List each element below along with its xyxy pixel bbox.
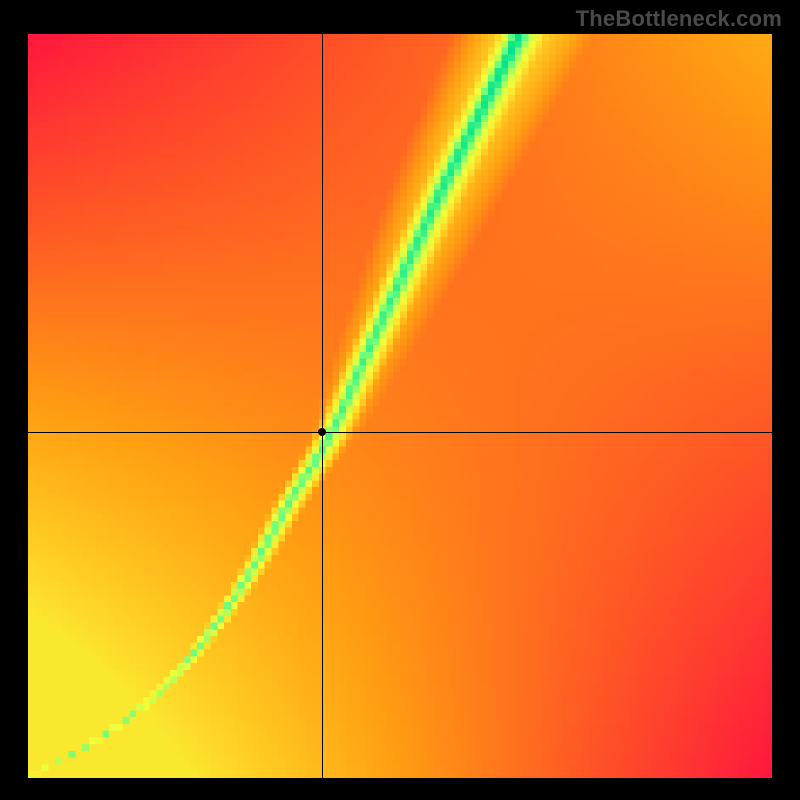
heatmap-canvas bbox=[28, 34, 772, 778]
watermark-text: TheBottleneck.com bbox=[576, 6, 782, 32]
crosshair-horizontal bbox=[28, 432, 772, 433]
chart-container: TheBottleneck.com bbox=[0, 0, 800, 800]
selected-point-marker bbox=[318, 428, 326, 436]
crosshair-vertical bbox=[322, 34, 323, 778]
